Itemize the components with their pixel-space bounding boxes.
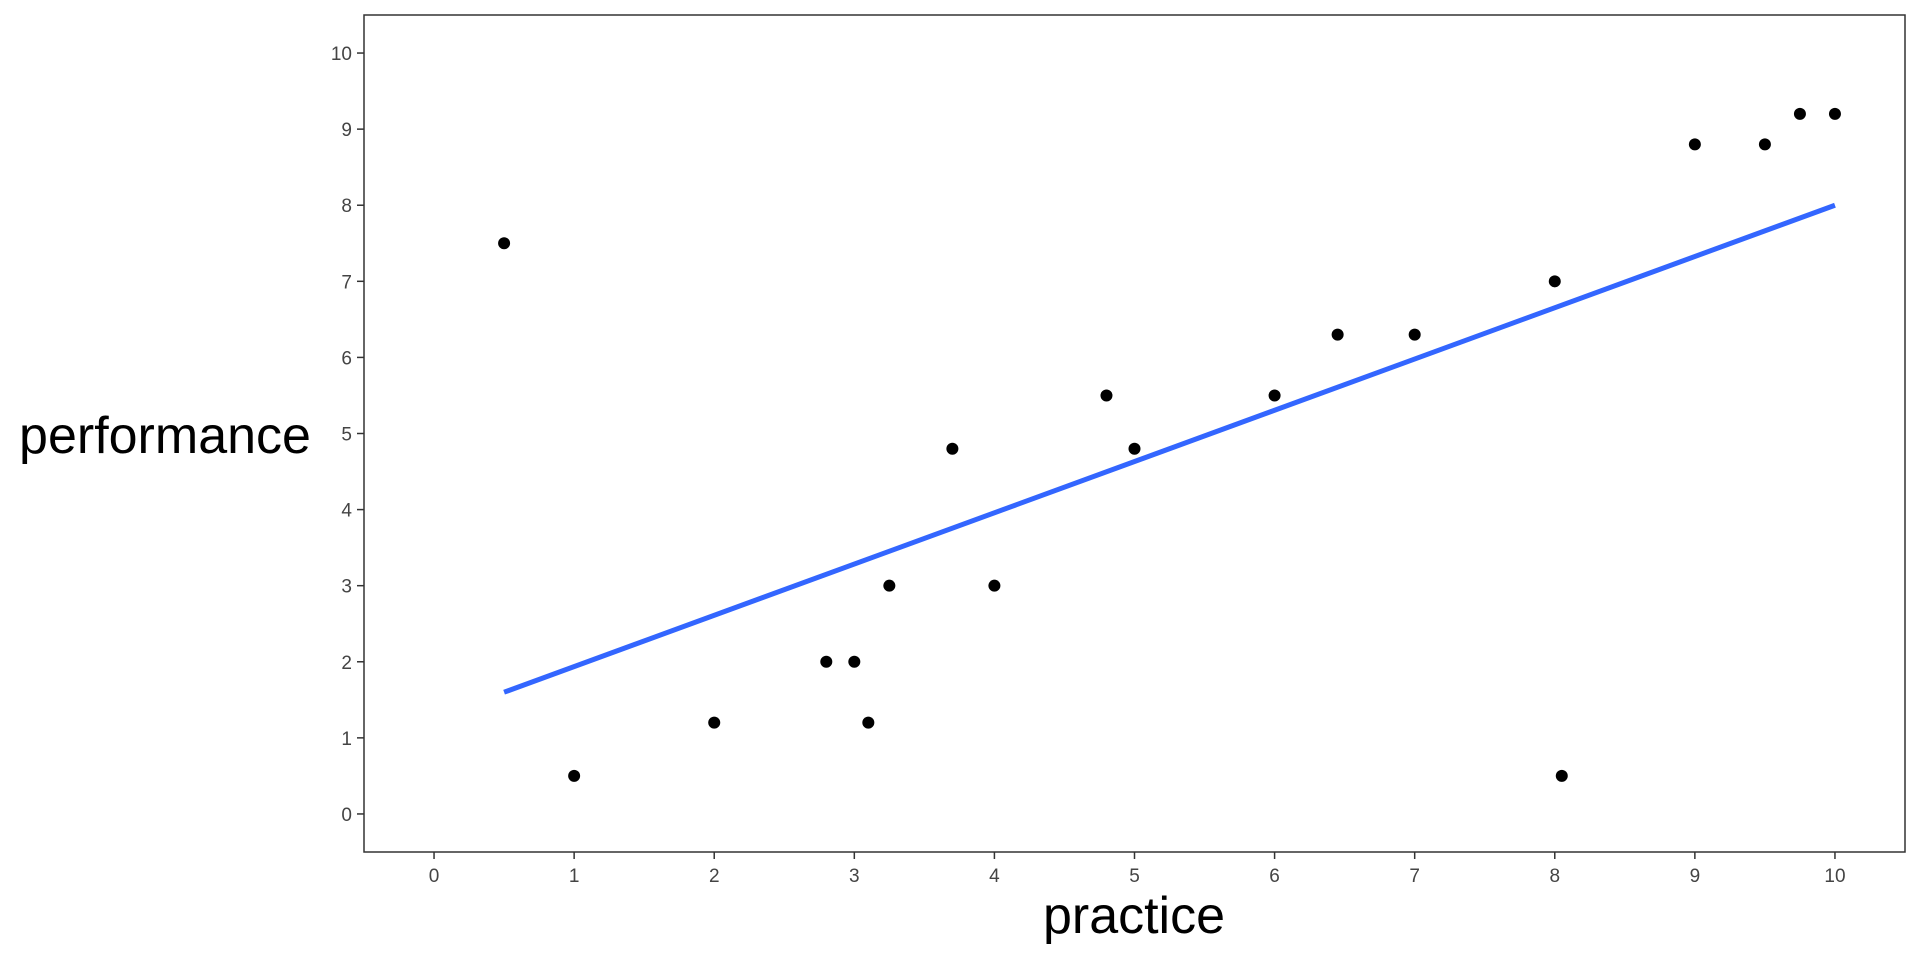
data-point [848,655,861,668]
data-point [498,237,511,250]
y-tick-label: 9 [341,120,352,141]
data-point [1793,107,1806,120]
data-point [568,769,581,782]
y-axis-ticks: 0 1 2 3 4 5 6 7 8 9 10 [331,44,364,826]
data-points [498,107,1841,782]
y-tick-label: 0 [341,805,352,826]
data-point [1555,769,1568,782]
y-tick-label: 8 [341,196,352,217]
x-tick-label: 1 [569,866,580,887]
y-tick-label: 10 [331,44,352,65]
y-tick-label: 3 [341,577,352,598]
data-point [1408,328,1421,341]
x-tick-label: 2 [709,866,720,887]
y-tick-label: 4 [341,501,352,522]
y-tick-label: 6 [341,348,352,369]
data-point [883,579,896,592]
data-point [820,655,833,668]
x-tick-label: 8 [1549,866,1560,887]
plot-panel-border [363,14,1906,853]
x-axis-title: practice [1043,887,1225,945]
trend-line [503,202,1836,695]
y-tick-label: 2 [341,653,352,674]
y-tick-label: 7 [341,272,352,293]
x-axis-ticks: 0 1 2 3 4 5 6 7 8 9 10 [429,852,1846,887]
data-point [708,716,721,729]
data-point [988,579,1001,592]
x-tick-label: 6 [1269,866,1280,887]
x-tick-label: 7 [1409,866,1420,887]
data-point [1128,442,1141,455]
x-tick-label: 5 [1129,866,1140,887]
data-point [946,442,959,455]
data-point [1688,138,1701,151]
x-tick-label: 4 [989,866,1000,887]
data-point [1331,328,1344,341]
data-point [1548,275,1561,288]
y-axis-title: performance [19,407,311,465]
data-point [1268,389,1281,402]
y-tick-label: 5 [341,425,352,446]
x-tick-label: 3 [849,866,860,887]
data-point [1100,389,1113,402]
data-point [1828,107,1841,120]
data-point [862,716,875,729]
x-tick-label: 10 [1824,866,1845,887]
x-tick-label: 0 [429,866,440,887]
data-point [1758,138,1771,151]
x-tick-label: 9 [1690,866,1701,887]
y-tick-label: 1 [341,729,352,750]
